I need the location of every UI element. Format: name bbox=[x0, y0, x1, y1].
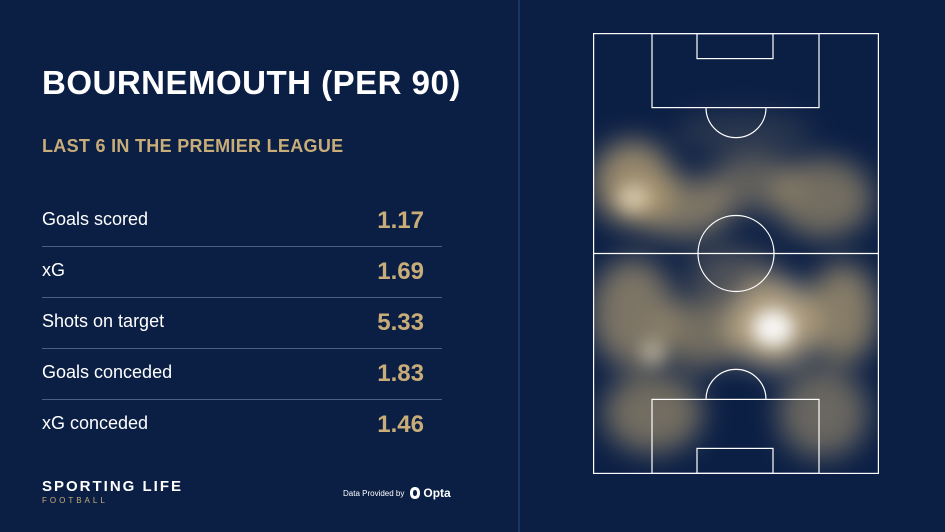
stat-value: 5.33 bbox=[377, 309, 424, 336]
pitch-lines bbox=[593, 33, 879, 474]
stat-label: xG bbox=[42, 260, 66, 280]
stats-table: Goals scored 1.17 xG 1.69 Shots on targe… bbox=[42, 196, 442, 451]
opta-logo: Opta bbox=[409, 486, 451, 500]
centre-circle bbox=[697, 214, 775, 293]
stat-row-shots-on-target: Shots on target 5.33 bbox=[42, 298, 442, 349]
stats-panel: BOURNEMOUTH (PER 90) LAST 6 IN THE PREMI… bbox=[42, 64, 461, 505]
stat-row-xg: xG 1.69 bbox=[42, 247, 442, 298]
bottom-six-yard-box bbox=[696, 447, 774, 474]
page-subtitle: LAST 6 IN THE PREMIER LEAGUE bbox=[42, 136, 344, 156]
brand-sub: FOOTBALL bbox=[42, 496, 108, 505]
page-title: BOURNEMOUTH (PER 90) bbox=[42, 64, 461, 101]
top-six-yard-box bbox=[696, 33, 774, 60]
brand-name: SPORTING LIFE bbox=[42, 478, 184, 495]
stat-row-xg-conceded: xG conceded 1.46 bbox=[42, 400, 442, 451]
credit-text: Data Provided by bbox=[343, 488, 405, 498]
heatmap-hotspots bbox=[617, 184, 793, 367]
stat-value: 1.17 bbox=[377, 207, 424, 234]
stat-value: 1.69 bbox=[377, 258, 424, 285]
stat-label: Goals conceded bbox=[42, 362, 173, 382]
stat-label: Shots on target bbox=[42, 311, 165, 331]
panel-divider bbox=[518, 0, 520, 532]
stat-row-goals-conceded: Goals conceded 1.83 bbox=[42, 349, 442, 400]
data-credit: Data Provided by Opta bbox=[343, 486, 451, 500]
stat-label: Goals scored bbox=[42, 209, 149, 229]
stat-label: xG conceded bbox=[42, 413, 149, 433]
stat-value: 1.46 bbox=[377, 411, 424, 438]
brand-logo: SPORTING LIFE FOOTBALL bbox=[42, 478, 183, 505]
pitch-panel bbox=[520, 0, 945, 532]
opta-logo-icon bbox=[410, 487, 421, 499]
top-penalty-arc bbox=[705, 107, 767, 139]
stat-value: 1.83 bbox=[377, 360, 424, 387]
bottom-penalty-arc bbox=[705, 368, 767, 400]
heatmap-pitch bbox=[593, 33, 879, 474]
top-penalty-box bbox=[651, 33, 820, 109]
heatmap-layer bbox=[593, 113, 878, 458]
opta-text: Opta bbox=[423, 486, 451, 500]
stat-row-goals-scored: Goals scored 1.17 bbox=[42, 196, 442, 247]
